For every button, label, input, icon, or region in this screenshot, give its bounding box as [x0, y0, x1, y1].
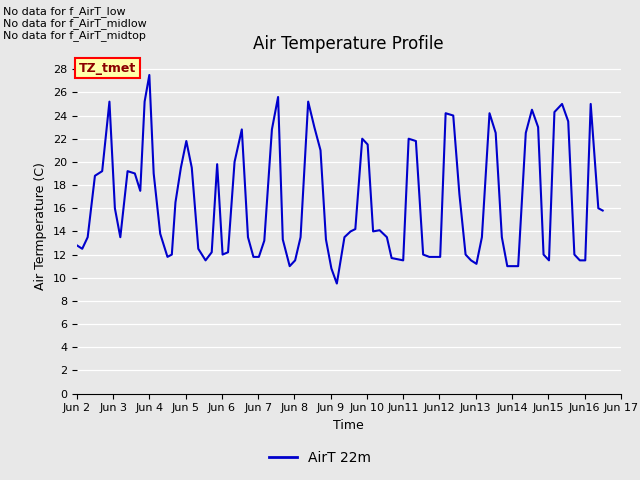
- Text: No data for f_AirT_low: No data for f_AirT_low: [3, 6, 126, 17]
- Title: Air Temperature Profile: Air Temperature Profile: [253, 35, 444, 53]
- Y-axis label: Air Termperature (C): Air Termperature (C): [35, 162, 47, 289]
- Text: No data for f_AirT_midtop: No data for f_AirT_midtop: [3, 30, 146, 41]
- X-axis label: Time: Time: [333, 419, 364, 432]
- Text: No data for f_AirT_midlow: No data for f_AirT_midlow: [3, 18, 147, 29]
- Legend: AirT 22m: AirT 22m: [264, 445, 376, 471]
- Text: TZ_tmet: TZ_tmet: [79, 61, 136, 74]
